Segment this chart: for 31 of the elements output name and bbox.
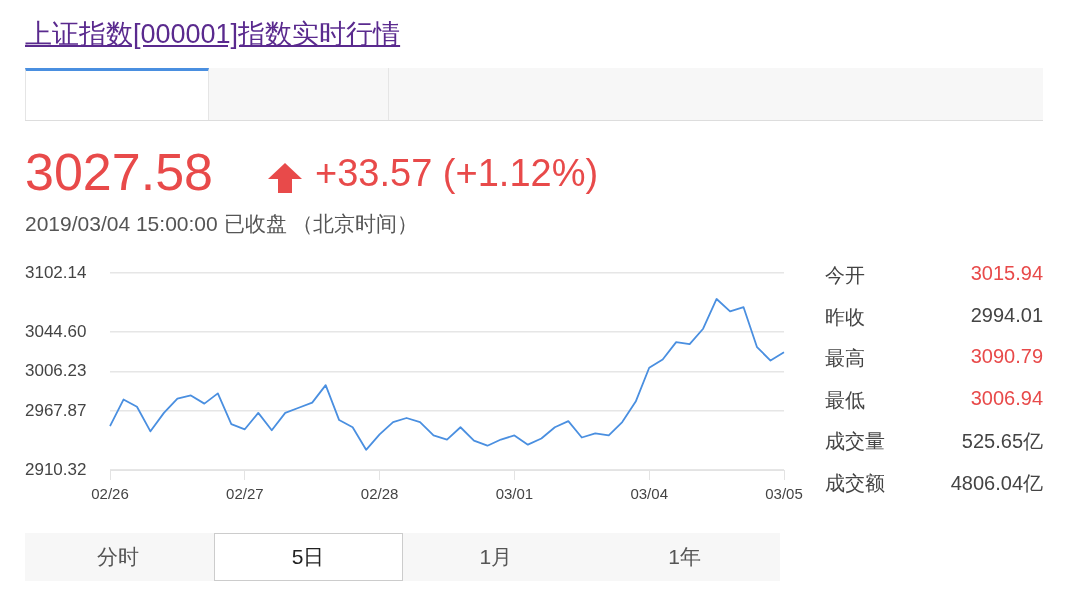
y-tick-label: 3006.23 bbox=[25, 361, 87, 381]
text: 525.65亿 bbox=[961, 429, 1043, 454]
x-tick-label: 02/28 bbox=[360, 485, 399, 503]
text: 今开 bbox=[825, 263, 865, 288]
text: 3027.58 bbox=[25, 142, 213, 202]
x-tick-label: 02/26 bbox=[91, 485, 129, 503]
x-tick-label: 03/05 bbox=[765, 485, 803, 503]
x-tick-label: 03/04 bbox=[630, 485, 668, 503]
text: 成交量 bbox=[825, 429, 885, 454]
text: 3015.94 bbox=[970, 262, 1043, 285]
text: 3090.79 bbox=[970, 345, 1043, 368]
text: 4806.04亿 bbox=[950, 470, 1043, 496]
text: 最低 bbox=[825, 387, 865, 413]
text: 2994.01 bbox=[970, 303, 1043, 327]
text: 3006.94 bbox=[970, 386, 1043, 410]
text: 1年 bbox=[667, 544, 702, 570]
text: 2019/03/04 15:00:00 已收盘 （北京时间） bbox=[25, 211, 419, 237]
text: 昨收 bbox=[825, 304, 865, 330]
text: 分时 bbox=[96, 544, 141, 570]
y-tick-label: 2967.87 bbox=[25, 400, 87, 420]
text: 最高 bbox=[825, 346, 865, 371]
y-tick-label: 3102.14 bbox=[25, 262, 87, 282]
text: 5日 bbox=[213, 533, 403, 581]
text: +33.57 (+1.12%) bbox=[315, 152, 599, 195]
chart-title: 上证指数[000001]指数实时行情 bbox=[25, 18, 401, 51]
y-tick-label: 3044.60 bbox=[25, 321, 87, 341]
text: 成交额 bbox=[825, 470, 885, 496]
y-tick-label: 2910.32 bbox=[25, 459, 87, 479]
text: 1月 bbox=[478, 544, 514, 570]
x-tick-label: 02/27 bbox=[226, 485, 264, 503]
x-tick-label: 03/01 bbox=[495, 485, 534, 503]
